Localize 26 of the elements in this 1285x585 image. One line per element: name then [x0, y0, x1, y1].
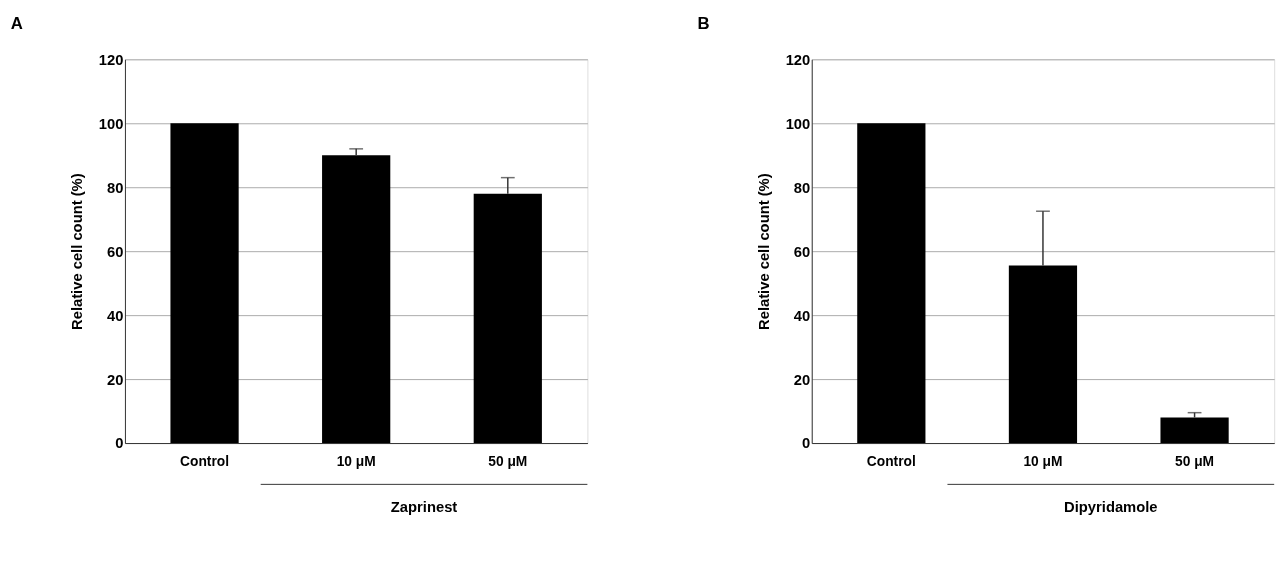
- y-tick-label: 60: [793, 243, 811, 260]
- x-tick-label: 50 μM: [1175, 454, 1215, 470]
- x-tick-label: Control: [866, 454, 916, 470]
- y-tick-label: 100: [98, 115, 124, 132]
- y-axis-title: Relative cell count (%): [755, 173, 772, 330]
- x-tick-label: 10 μM: [1023, 454, 1063, 470]
- y-tick-label: 0: [115, 435, 124, 452]
- text: Dipyridamole: [1064, 498, 1158, 515]
- y-tick-label: 20: [107, 371, 124, 388]
- y-tick-label: 120: [785, 51, 811, 68]
- y-tick-label: 80: [793, 179, 811, 196]
- y-tick-label: 80: [107, 179, 124, 196]
- text: Zaprinest: [390, 498, 458, 515]
- y-tick-label: 60: [107, 243, 124, 260]
- x-tick-label: 50 μM: [488, 454, 528, 470]
- y-tick-label: 40: [793, 307, 811, 324]
- y-tick-label: 120: [98, 51, 124, 68]
- x-tick-label: 10 μM: [336, 454, 376, 470]
- y-tick-label: 100: [785, 115, 811, 132]
- y-tick-label: 40: [107, 307, 124, 324]
- x-tick-label: Control: [180, 454, 230, 470]
- chart-title: A: [10, 13, 23, 33]
- y-tick-label: 20: [793, 371, 811, 388]
- y-tick-label: 0: [802, 435, 811, 452]
- chart-title: B: [697, 13, 710, 33]
- y-axis-title: Relative cell count (%): [69, 173, 86, 330]
